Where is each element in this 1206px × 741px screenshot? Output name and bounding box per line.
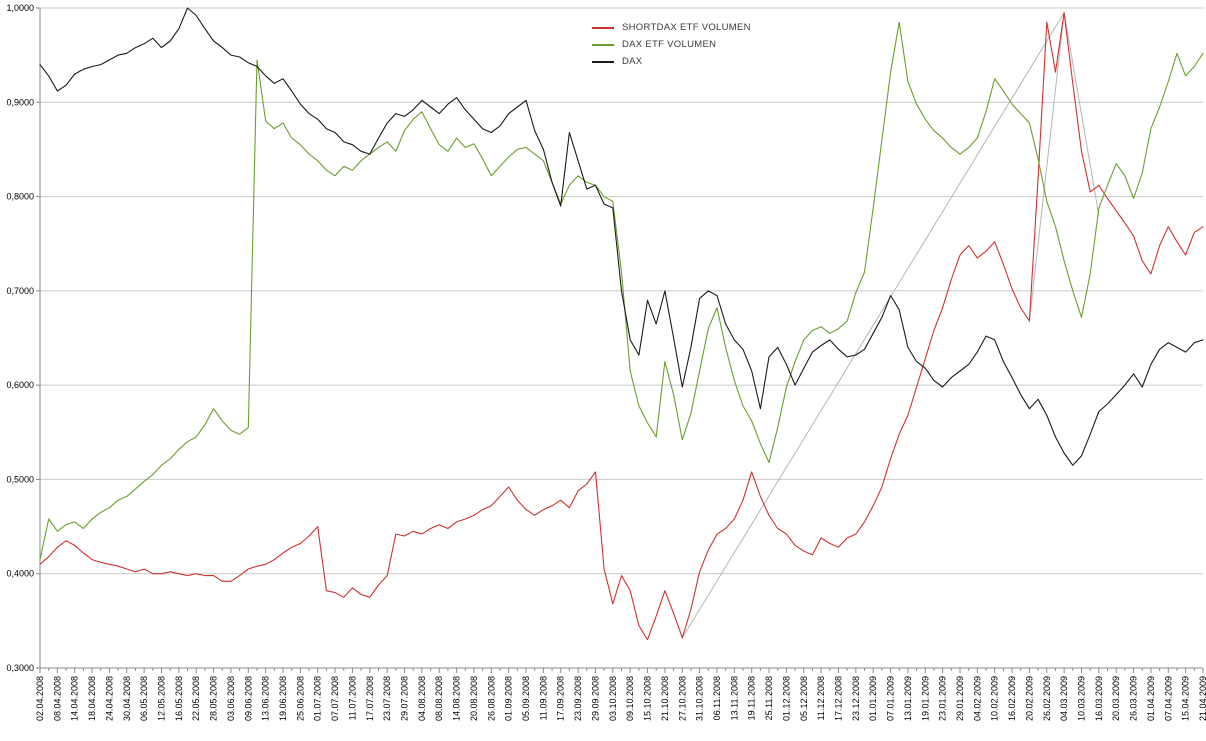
- svg-text:20.03.2009: 20.03.2009: [1111, 676, 1121, 721]
- svg-text:05.12.2008: 05.12.2008: [799, 676, 809, 721]
- svg-text:16.02.2009: 16.02.2009: [1007, 676, 1017, 721]
- svg-text:01.07.2008: 01.07.2008: [313, 676, 323, 721]
- svg-text:08.04.2008: 08.04.2008: [52, 676, 62, 721]
- svg-text:17.07.2008: 17.07.2008: [365, 676, 375, 721]
- svg-text:03.10.2008: 03.10.2008: [608, 676, 618, 721]
- svg-text:30.04.2008: 30.04.2008: [122, 676, 132, 721]
- svg-text:16.05.2008: 16.05.2008: [174, 676, 184, 721]
- svg-text:10.02.2009: 10.02.2009: [990, 676, 1000, 721]
- svg-text:0,3000: 0,3000: [6, 663, 34, 673]
- svg-text:04.08.2008: 04.08.2008: [417, 676, 427, 721]
- svg-text:17.09.2008: 17.09.2008: [556, 676, 566, 721]
- svg-text:11.12.2008: 11.12.2008: [816, 676, 826, 720]
- svg-text:04.03.2009: 04.03.2009: [1059, 676, 1069, 721]
- legend-swatch-shortdax-icon: [592, 26, 614, 29]
- chart-legend: SHORTDAX ETF VOLUMEN DAX ETF VOLUMEN DAX: [592, 22, 751, 67]
- svg-text:06.05.2008: 06.05.2008: [139, 676, 149, 721]
- svg-text:20.02.2009: 20.02.2009: [1024, 676, 1034, 721]
- svg-text:19.01.2009: 19.01.2009: [920, 676, 930, 721]
- svg-text:01.04.2009: 01.04.2009: [1146, 676, 1156, 721]
- svg-text:22.05.2008: 22.05.2008: [191, 676, 201, 721]
- svg-text:07.01.2009: 07.01.2009: [886, 676, 896, 721]
- svg-text:11.07.2008: 11.07.2008: [347, 676, 357, 720]
- series-dax: [39, 7, 1204, 466]
- x-axis-ticks: [39, 668, 1204, 673]
- y-gridlines: [40, 7, 1203, 669]
- svg-text:1,0000: 1,0000: [6, 3, 34, 13]
- svg-text:15.04.2009: 15.04.2009: [1181, 676, 1191, 721]
- legend-swatch-dax-etf-icon: [592, 43, 614, 46]
- svg-text:01.09.2008: 01.09.2008: [504, 676, 514, 721]
- svg-text:26.02.2009: 26.02.2009: [1042, 676, 1052, 721]
- svg-text:15.10.2008: 15.10.2008: [643, 676, 653, 721]
- svg-text:13.06.2008: 13.06.2008: [261, 676, 271, 721]
- axes: [39, 8, 1203, 669]
- svg-text:07.04.2009: 07.04.2009: [1163, 676, 1173, 721]
- svg-text:19.06.2008: 19.06.2008: [278, 676, 288, 721]
- svg-text:0,7000: 0,7000: [6, 286, 34, 296]
- svg-text:23.07.2008: 23.07.2008: [382, 676, 392, 721]
- svg-text:19.11.2008: 19.11.2008: [747, 676, 757, 720]
- legend-label-shortdax: SHORTDAX ETF VOLUMEN: [622, 22, 751, 33]
- svg-text:02.04.2008: 02.04.2008: [35, 676, 45, 721]
- series-dax-etf-volumen: [39, 21, 1204, 561]
- svg-text:23.09.2008: 23.09.2008: [573, 676, 583, 721]
- svg-text:31.10.2008: 31.10.2008: [695, 676, 705, 721]
- svg-text:12.05.2008: 12.05.2008: [157, 676, 167, 721]
- svg-text:29.07.2008: 29.07.2008: [400, 676, 410, 721]
- svg-text:11.09.2008: 11.09.2008: [538, 676, 548, 720]
- svg-text:21.10.2008: 21.10.2008: [660, 676, 670, 721]
- svg-text:04.02.2009: 04.02.2009: [972, 676, 982, 721]
- svg-text:03.06.2008: 03.06.2008: [226, 676, 236, 721]
- svg-text:27.10.2008: 27.10.2008: [677, 676, 687, 721]
- y-axis-labels: 0,3000 0,4000 0,5000 0,6000 0,7000 0,8000 0,90…: [6, 3, 40, 673]
- svg-text:06.11.2008: 06.11.2008: [712, 676, 722, 720]
- legend-item-shortdax-etf-volumen: SHORTDAX ETF VOLUMEN: [592, 22, 751, 33]
- svg-text:0,9000: 0,9000: [6, 97, 34, 107]
- svg-text:0,5000: 0,5000: [6, 474, 34, 484]
- svg-text:09.10.2008: 09.10.2008: [625, 676, 635, 721]
- svg-text:17.12.2008: 17.12.2008: [833, 676, 843, 721]
- svg-text:01.01.2009: 01.01.2009: [868, 676, 878, 721]
- svg-text:26.03.2009: 26.03.2009: [1129, 676, 1139, 721]
- trendlines: [681, 12, 1100, 639]
- svg-text:23.01.2009: 23.01.2009: [938, 676, 948, 721]
- svg-text:16.03.2009: 16.03.2009: [1094, 676, 1104, 721]
- svg-text:07.07.2008: 07.07.2008: [330, 676, 340, 721]
- svg-text:13.11.2008: 13.11.2008: [729, 676, 739, 720]
- svg-text:08.08.2008: 08.08.2008: [434, 676, 444, 721]
- x-axis-labels: 02.04.2008 08.04.2008 14.04.2008 18.04.2008…: [35, 676, 1206, 721]
- svg-text:20.08.2008: 20.08.2008: [469, 676, 479, 721]
- legend-item-dax: DAX: [592, 56, 751, 67]
- series-shortdax-etf-volumen: [39, 12, 1204, 641]
- legend-swatch-dax-icon: [592, 60, 614, 63]
- svg-text:21.04.2009: 21.04.2009: [1198, 676, 1206, 721]
- legend-item-dax-etf-volumen: DAX ETF VOLUMEN: [592, 39, 751, 50]
- svg-text:14.04.2008: 14.04.2008: [70, 676, 80, 721]
- svg-text:0,8000: 0,8000: [6, 192, 34, 202]
- legend-label-dax: DAX: [622, 56, 643, 67]
- svg-text:23.12.2008: 23.12.2008: [851, 676, 861, 721]
- svg-text:25.11.2008: 25.11.2008: [764, 676, 774, 720]
- svg-text:0,4000: 0,4000: [6, 569, 34, 579]
- svg-text:25.06.2008: 25.06.2008: [295, 676, 305, 721]
- svg-text:05.09.2008: 05.09.2008: [521, 676, 531, 721]
- svg-text:24.04.2008: 24.04.2008: [104, 676, 114, 721]
- svg-text:0,6000: 0,6000: [6, 380, 34, 390]
- svg-text:13.01.2009: 13.01.2009: [903, 676, 913, 721]
- legend-label-dax-etf: DAX ETF VOLUMEN: [622, 39, 717, 50]
- svg-text:29.01.2009: 29.01.2009: [955, 676, 965, 721]
- svg-text:29.09.2008: 29.09.2008: [590, 676, 600, 721]
- svg-text:09.06.2008: 09.06.2008: [243, 676, 253, 721]
- svg-text:18.04.2008: 18.04.2008: [87, 676, 97, 721]
- svg-text:26.08.2008: 26.08.2008: [486, 676, 496, 721]
- svg-text:01.12.2008: 01.12.2008: [781, 676, 791, 721]
- svg-text:14.08.2008: 14.08.2008: [452, 676, 462, 721]
- svg-text:28.05.2008: 28.05.2008: [209, 676, 219, 721]
- svg-text:10.03.2009: 10.03.2009: [1076, 676, 1086, 721]
